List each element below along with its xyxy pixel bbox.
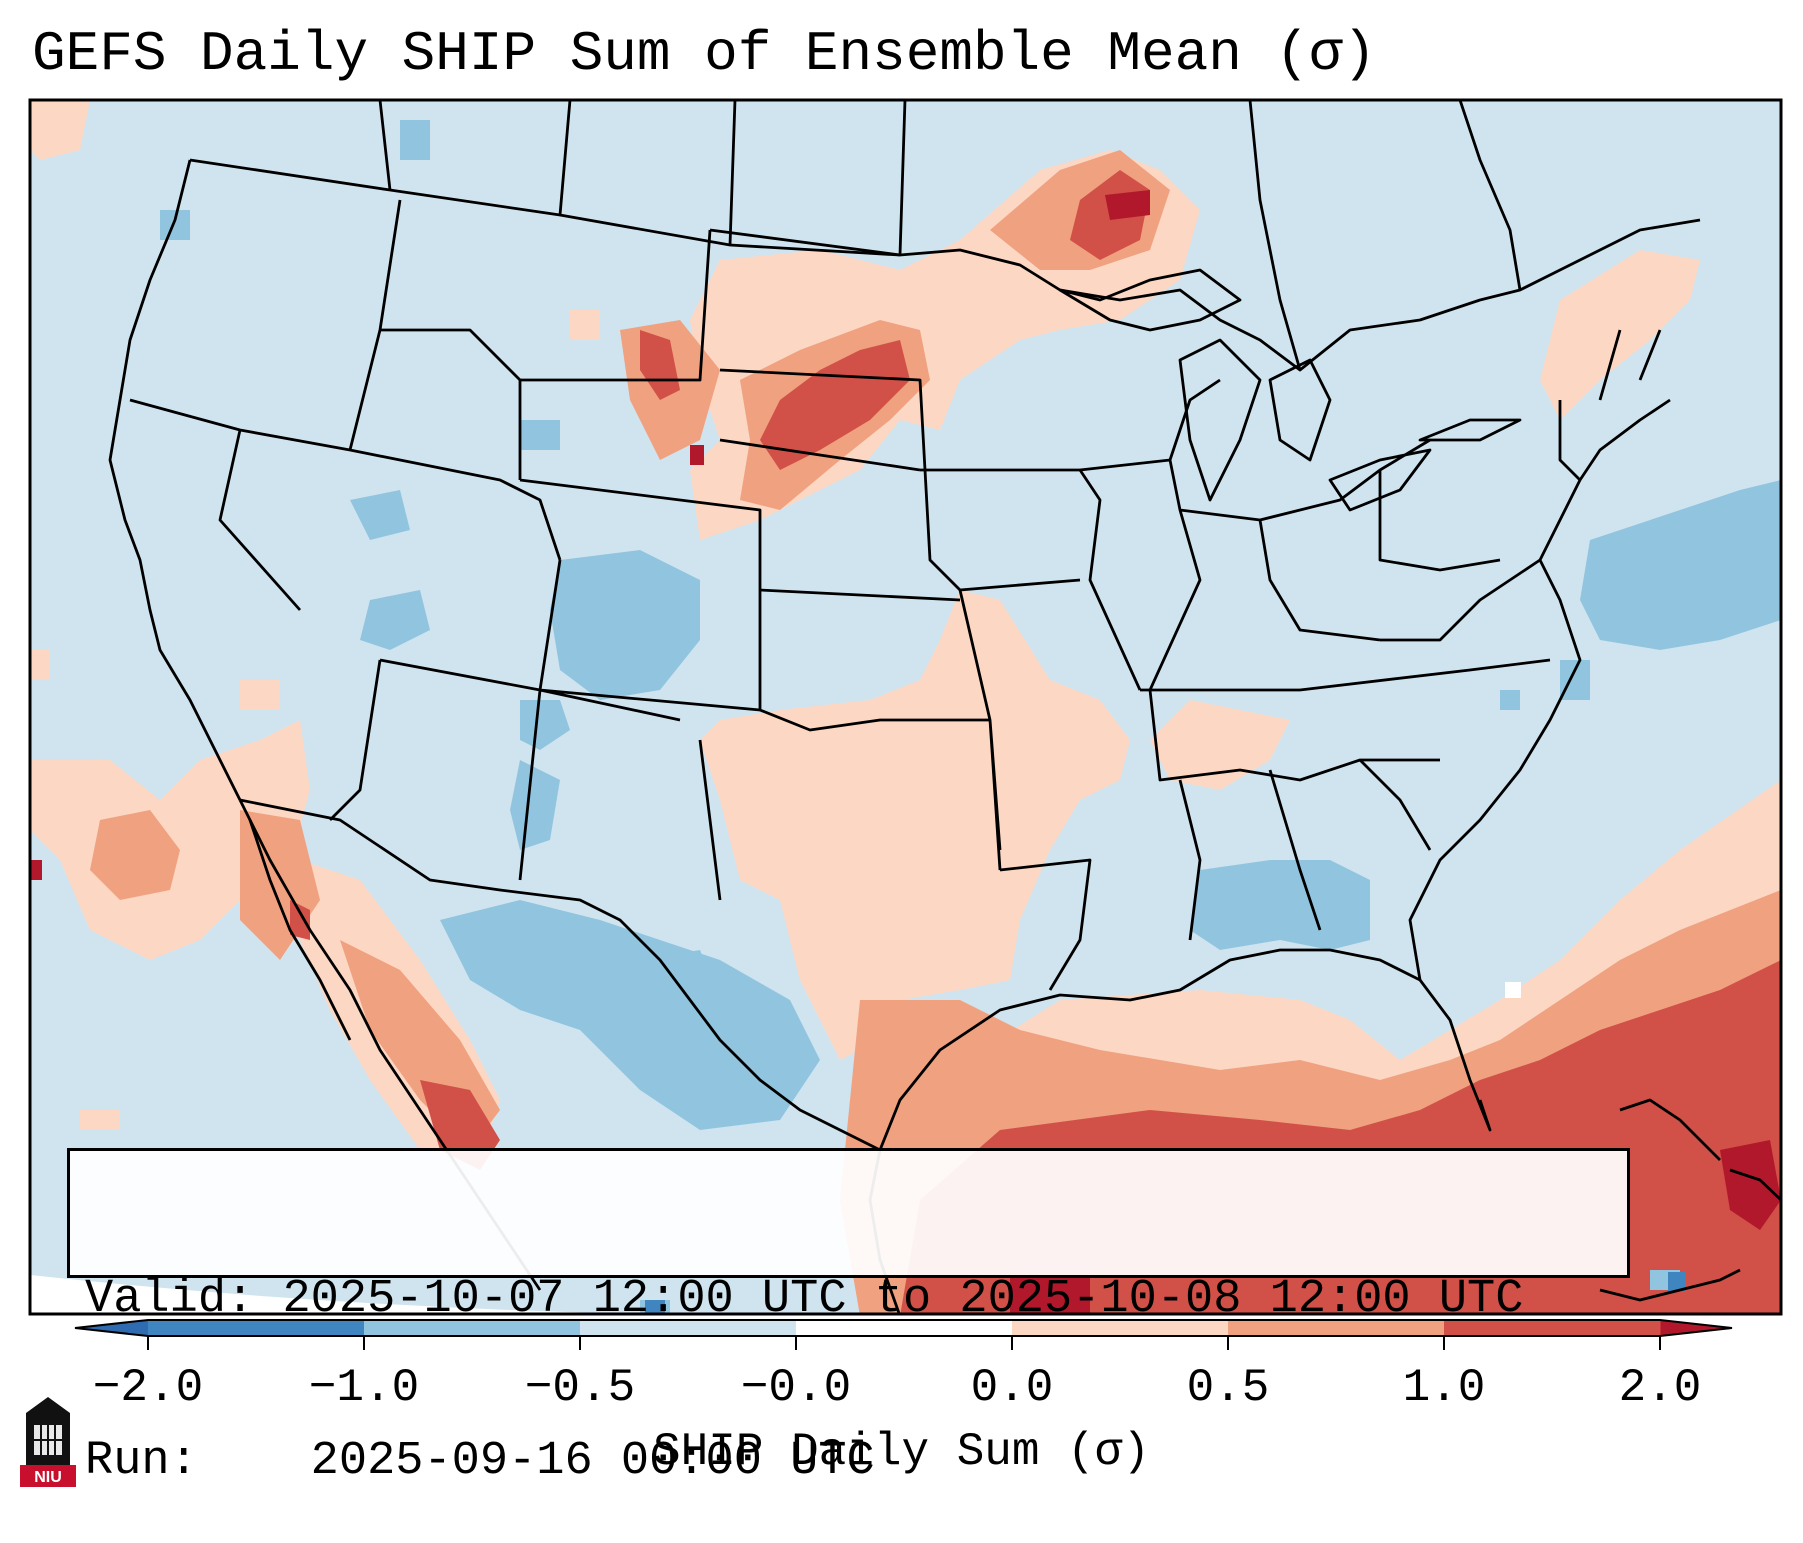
boundaries xyxy=(108,100,1781,1314)
colorbar-segment xyxy=(1444,1320,1661,1336)
great-lakes xyxy=(1058,268,1522,512)
colorbar-segment xyxy=(1228,1320,1445,1336)
niu-logo: NIU xyxy=(20,1397,76,1487)
run-value: 2025-09-16 00:00 UTC xyxy=(310,1435,875,1488)
west-coast xyxy=(108,159,242,801)
logo-text: NIU xyxy=(34,1469,62,1486)
domain-edge xyxy=(30,1275,640,1314)
us-mexico-border xyxy=(239,798,881,1152)
colorbar-extend-high xyxy=(1660,1320,1732,1336)
run-row: Run: 2025-09-16 00:00 UTC xyxy=(85,1435,1627,1489)
colorbar-extend-low xyxy=(75,1320,148,1336)
gulf-coast xyxy=(878,948,1492,1151)
colorbar-tick-label: −1.0 xyxy=(308,1362,420,1414)
colorbar-tick-label: −0.5 xyxy=(524,1362,636,1414)
colorbar-tick-label: 0.5 xyxy=(1186,1362,1270,1414)
colorbar-segment xyxy=(580,1320,797,1336)
baja-peninsula xyxy=(248,819,352,1041)
colorbar-segment xyxy=(148,1320,365,1336)
colorbar-label: SHIP Daily Sum (σ) xyxy=(653,1426,1150,1478)
colorbar-tick-label: 0.0 xyxy=(970,1362,1054,1414)
valid-label: Valid: xyxy=(85,1273,255,1326)
positive-extreme-anomaly xyxy=(30,190,1781,1314)
negative-strong-anomaly xyxy=(645,1272,1686,1314)
colorbar-tick-label: 1.0 xyxy=(1402,1362,1486,1414)
near-zero-cell xyxy=(1505,982,1521,998)
valid-run-info-box: Valid: 2025-10-07 12:00 UTC to 2025-10-0… xyxy=(67,1148,1630,1488)
caribbean-islands xyxy=(1599,1098,1781,1302)
canadian-provinces xyxy=(378,100,1522,371)
state-lines-east xyxy=(1079,329,1662,941)
colorbar-segment xyxy=(1012,1320,1229,1336)
colorbar-segment xyxy=(364,1320,581,1336)
chart-title: GEFS Daily SHIP Sum of Ensemble Mean (σ) xyxy=(32,22,1377,86)
us-canada-border xyxy=(189,158,1701,372)
state-lines-west xyxy=(129,199,961,901)
negative-medium-anomaly xyxy=(160,120,1781,1314)
valid-value: 2025-10-07 12:00 UTC to 2025-10-08 12:00… xyxy=(282,1273,1524,1326)
state-lines-central xyxy=(709,228,1142,991)
colorbar-tick-label: −2.0 xyxy=(92,1362,204,1414)
run-label: Run: xyxy=(85,1435,198,1488)
atlantic-coast xyxy=(1408,398,1671,981)
colorbar-segment xyxy=(796,1320,1013,1336)
colorbar-tick-label: 2.0 xyxy=(1618,1362,1702,1414)
valid-row: Valid: 2025-10-07 12:00 UTC to 2025-10-0… xyxy=(85,1273,1627,1327)
colorbar-tick-label: −0.0 xyxy=(740,1362,852,1414)
colorbar xyxy=(74,1319,1733,1350)
map-frame xyxy=(28,98,1783,1316)
